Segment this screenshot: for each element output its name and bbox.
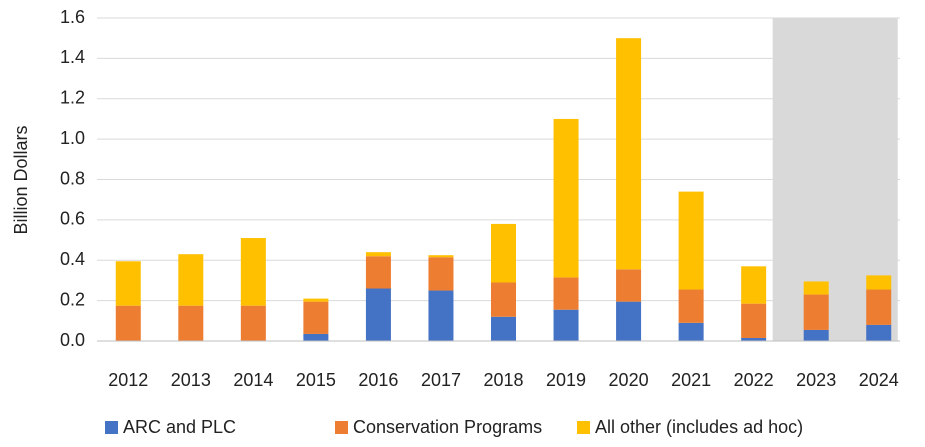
y-tick-label: 0.8: [60, 168, 85, 188]
bar-segment: [491, 223, 516, 283]
y-axis-title: Billion Dollars: [11, 125, 31, 234]
bar-segment: [178, 254, 204, 306]
x-tick-label: 2020: [609, 370, 649, 390]
x-tick-label: 2013: [171, 370, 211, 390]
bar-segment: [553, 277, 579, 310]
bar-segment: [303, 333, 329, 341]
legend-swatch: [335, 421, 348, 434]
bar-segment: [741, 337, 767, 341]
bar-segment: [803, 329, 829, 341]
bar-segment: [678, 191, 704, 290]
bar-segment: [240, 305, 266, 341]
bar-segment: [741, 266, 767, 304]
y-tick-label: 0.0: [60, 330, 85, 350]
x-tick-label: 2018: [483, 370, 523, 390]
bar-segment: [866, 324, 892, 341]
legend-label: Conservation Programs: [353, 417, 542, 437]
y-tick-label: 1.4: [60, 47, 85, 67]
legend-label: All other (includes ad hoc): [595, 417, 803, 437]
y-tick-label: 1.6: [60, 7, 85, 27]
bar-segment: [616, 269, 642, 302]
x-tick-label: 2017: [421, 370, 461, 390]
x-tick-label: 2022: [734, 370, 774, 390]
bar-segment: [491, 282, 516, 317]
bar-segment: [678, 322, 704, 341]
y-tick-label: 1.0: [60, 128, 85, 148]
x-tick-label: 2019: [546, 370, 586, 390]
x-tick-label: 2024: [859, 370, 899, 390]
bar-segment: [428, 255, 454, 258]
x-tick-label: 2015: [296, 370, 336, 390]
bar-segment: [428, 257, 454, 291]
bar-segment: [240, 238, 266, 306]
x-tick-label: 2023: [796, 370, 836, 390]
bar-segment: [365, 288, 391, 341]
bar-segment: [866, 289, 892, 325]
y-tick-label: 0.2: [60, 289, 85, 309]
bar-segment: [553, 309, 579, 341]
y-tick-label: 1.2: [60, 88, 85, 108]
x-tick-label: 2012: [108, 370, 148, 390]
bar-segment: [303, 298, 329, 302]
bar-segment: [428, 290, 454, 341]
bar-segment: [365, 256, 391, 289]
bar-segment: [553, 118, 579, 278]
legend-swatch: [577, 421, 590, 434]
bar-segment: [365, 252, 391, 257]
bar-segment: [616, 38, 642, 270]
legend-label: ARC and PLC: [123, 417, 236, 437]
bar-segment: [115, 305, 141, 341]
bar-segment: [491, 316, 516, 341]
x-tick-label: 2016: [358, 370, 398, 390]
y-tick-label: 0.6: [60, 209, 85, 229]
bar-segment: [616, 301, 642, 341]
y-tick-label: 0.4: [60, 249, 85, 269]
legend-swatch: [105, 421, 118, 434]
bar-segment: [678, 289, 704, 323]
bar-segment: [803, 294, 829, 330]
bar-segment: [115, 261, 141, 306]
bar-segment: [866, 275, 892, 290]
bar-segment: [741, 303, 767, 338]
x-tick-label: 2014: [233, 370, 273, 390]
bar-segment: [303, 301, 329, 334]
bar-segment: [178, 305, 204, 341]
x-tick-label: 2021: [671, 370, 711, 390]
bar-segment: [803, 281, 829, 295]
